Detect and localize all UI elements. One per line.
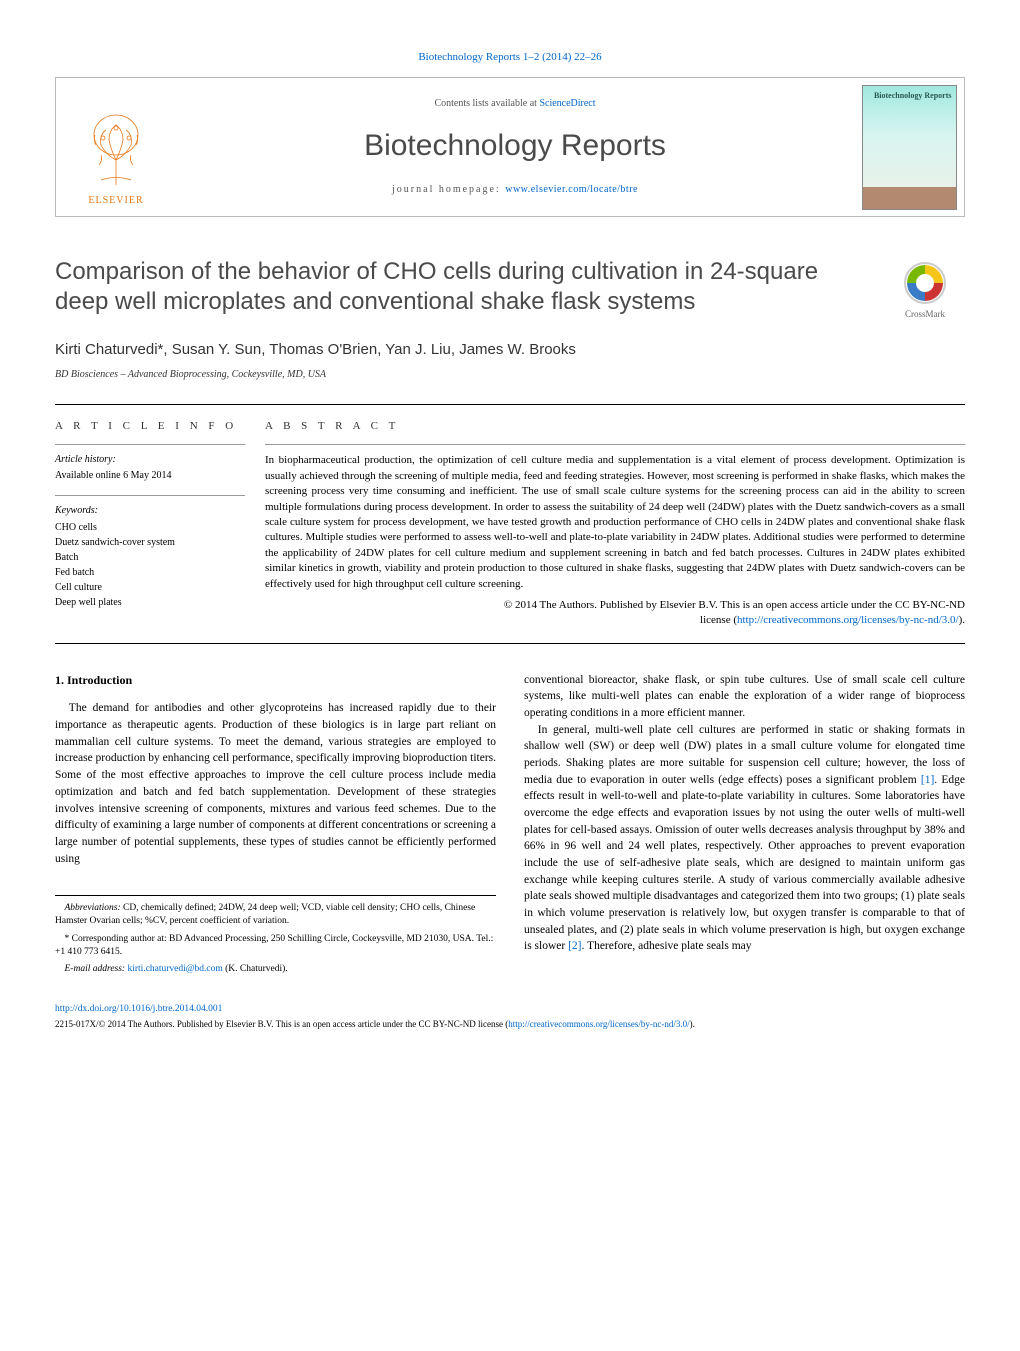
body-columns: 1. Introduction The demand for antibodie… bbox=[55, 672, 965, 981]
info-sep-1 bbox=[55, 444, 245, 445]
masthead-center: Contents lists available at ScienceDirec… bbox=[176, 78, 854, 216]
history-head: Article history: bbox=[55, 453, 245, 467]
page-container: Biotechnology Reports 1–2 (2014) 22–26 bbox=[0, 0, 1020, 1061]
bottom-copyright: 2215-017X/© 2014 The Authors. Published … bbox=[55, 1018, 965, 1031]
keywords-block: Keywords: CHO cells Duetz sandwich-cover… bbox=[55, 504, 245, 610]
license-link[interactable]: http://creativecommons.org/licenses/by-n… bbox=[737, 614, 959, 626]
elsevier-tree-icon bbox=[81, 110, 151, 190]
divider-bottom bbox=[55, 643, 965, 644]
citation-link[interactable]: [1] bbox=[921, 774, 934, 786]
abstract-copyright: © 2014 The Authors. Published by Elsevie… bbox=[265, 598, 965, 629]
elsevier-label: ELSEVIER bbox=[88, 194, 143, 208]
license-prefix: license ( bbox=[700, 614, 737, 626]
article-info-heading: A R T I C L E I N F O bbox=[55, 419, 245, 434]
body-column-left: 1. Introduction The demand for antibodie… bbox=[55, 672, 496, 981]
bottom-license-link[interactable]: http://creativecommons.org/licenses/by-n… bbox=[508, 1019, 689, 1029]
issn-text: 2215-017X/© 2014 The Authors. Published … bbox=[55, 1019, 508, 1029]
affiliation: BD Biosciences – Advanced Bioprocessing,… bbox=[55, 368, 965, 382]
email-suffix: (K. Chaturvedi). bbox=[225, 964, 288, 974]
abstract-column: A B S T R A C T In biopharmaceutical pro… bbox=[265, 419, 965, 629]
journal-homepage-line: journal homepage: www.elsevier.com/locat… bbox=[392, 183, 638, 197]
citation-link[interactable]: [2] bbox=[568, 940, 581, 952]
contents-available-line: Contents lists available at ScienceDirec… bbox=[434, 97, 595, 111]
divider-top bbox=[55, 404, 965, 405]
body-para: In general, multi-well plate cell cultur… bbox=[524, 722, 965, 955]
keywords-list: CHO cells Duetz sandwich-cover system Ba… bbox=[55, 520, 245, 610]
email-label: E-mail address: bbox=[65, 964, 126, 974]
authors-text: Kirti Chaturvedi*, Susan Y. Sun, Thomas … bbox=[55, 341, 576, 358]
cover-band bbox=[863, 187, 956, 209]
abstract-sep bbox=[265, 444, 965, 445]
para-text: . Edge effects result in well-to-well an… bbox=[524, 774, 965, 953]
info-sep-2 bbox=[55, 495, 245, 496]
keyword-item: Duetz sandwich-cover system bbox=[55, 535, 245, 550]
keyword-item: Cell culture bbox=[55, 580, 245, 595]
para-text: . Therefore, adhesive plate seals may bbox=[582, 940, 752, 952]
doi-link[interactable]: http://dx.doi.org/10.1016/j.btre.2014.04… bbox=[55, 1004, 222, 1014]
abstract-text: In biopharmaceutical production, the opt… bbox=[265, 453, 965, 592]
keywords-head: Keywords: bbox=[55, 504, 245, 518]
abstract-heading: A B S T R A C T bbox=[265, 419, 965, 434]
section-1-heading: 1. Introduction bbox=[55, 672, 496, 689]
contents-prefix: Contents lists available at bbox=[434, 98, 539, 109]
footnote-abbrev: Abbreviations: CD, chemically defined; 2… bbox=[55, 902, 496, 929]
issn-suffix: ). bbox=[690, 1019, 695, 1029]
article-info-column: A R T I C L E I N F O Article history: A… bbox=[55, 419, 265, 629]
body-para: conventional bioreactor, shake flask, or… bbox=[524, 672, 965, 722]
info-abstract-row: A R T I C L E I N F O Article history: A… bbox=[55, 419, 965, 629]
masthead: ELSEVIER Contents lists available at Sci… bbox=[55, 77, 965, 217]
crossmark-badge[interactable]: CrossMark bbox=[885, 261, 965, 321]
corr-label: * Corresponding author at: bbox=[65, 934, 167, 944]
page-bottom: http://dx.doi.org/10.1016/j.btre.2014.04… bbox=[55, 1003, 965, 1031]
keyword-item: Batch bbox=[55, 550, 245, 565]
abbrev-label: Abbreviations: bbox=[65, 903, 121, 913]
homepage-prefix: journal homepage: bbox=[392, 184, 505, 195]
body-column-right: conventional bioreactor, shake flask, or… bbox=[524, 672, 965, 981]
history-line: Available online 6 May 2014 bbox=[55, 469, 245, 483]
article-title: Comparison of the behavior of CHO cells … bbox=[55, 257, 885, 317]
crossmark-label: CrossMark bbox=[905, 308, 945, 321]
cover-image: Biotechnology Reports bbox=[862, 85, 957, 210]
keyword-item: Fed batch bbox=[55, 565, 245, 580]
license-suffix: ). bbox=[959, 614, 965, 626]
journal-reference: Biotechnology Reports 1–2 (2014) 22–26 bbox=[55, 50, 965, 65]
title-row: Comparison of the behavior of CHO cells … bbox=[55, 257, 965, 321]
keyword-item: Deep well plates bbox=[55, 595, 245, 610]
footnotes-block: Abbreviations: CD, chemically defined; 2… bbox=[55, 895, 496, 976]
body-para: The demand for antibodies and other glyc… bbox=[55, 700, 496, 867]
journal-title: Biotechnology Reports bbox=[364, 125, 666, 167]
copyright-text: © 2014 The Authors. Published by Elsevie… bbox=[504, 599, 965, 611]
authors-line: Kirti Chaturvedi*, Susan Y. Sun, Thomas … bbox=[55, 339, 965, 360]
email-link[interactable]: kirti.chaturvedi@bd.com bbox=[125, 964, 225, 974]
sciencedirect-link[interactable]: ScienceDirect bbox=[539, 98, 595, 109]
cover-title: Biotechnology Reports bbox=[863, 86, 956, 101]
homepage-link[interactable]: www.elsevier.com/locate/btre bbox=[505, 184, 638, 195]
crossmark-icon bbox=[903, 261, 947, 305]
journal-cover-thumb: Biotechnology Reports bbox=[854, 78, 964, 216]
keyword-item: CHO cells bbox=[55, 520, 245, 535]
para-text: In general, multi-well plate cell cultur… bbox=[524, 724, 965, 786]
publisher-block: ELSEVIER bbox=[56, 78, 176, 216]
footnote-corresponding: * Corresponding author at: BD Advanced P… bbox=[55, 933, 496, 960]
article-history-block: Article history: Available online 6 May … bbox=[55, 453, 245, 483]
footnote-email: E-mail address: kirti.chaturvedi@bd.com … bbox=[55, 963, 496, 976]
